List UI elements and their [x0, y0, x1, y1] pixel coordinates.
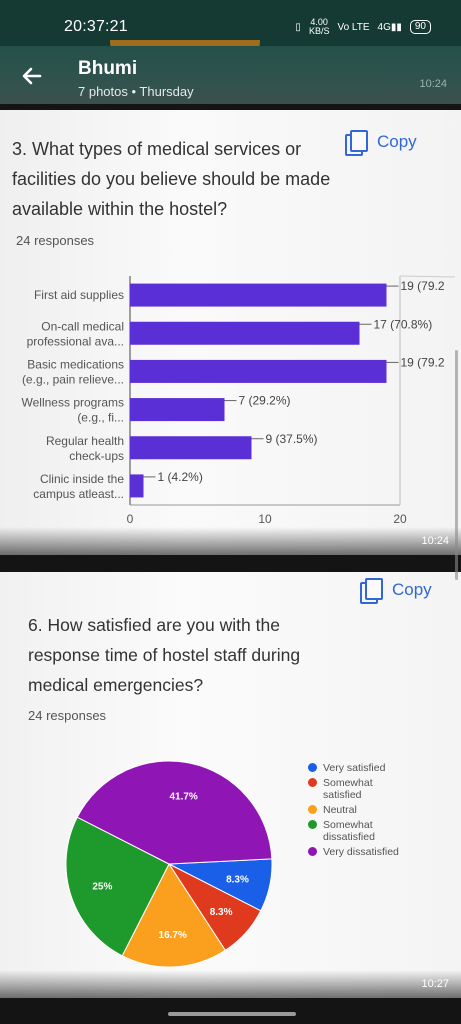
- legend-label: Somewhat dissatisfied: [323, 819, 375, 843]
- back-arrow-icon[interactable]: [18, 62, 46, 90]
- signal-icon: 4G▮▮: [377, 21, 402, 33]
- pie-chart: 8.3% 8.3% 16.7% 25% 41.7%: [65, 760, 273, 968]
- data-label: 9 (37.5%): [266, 432, 318, 446]
- question-title: 3. What types of medical services or fac…: [12, 139, 331, 219]
- category-label: Basic medications (e.g., pain relieve...: [22, 357, 124, 386]
- category-label: On-call medical professional ava...: [27, 319, 124, 348]
- app-bar: Bhumi 7 photos • Thursday 10:24: [0, 46, 461, 104]
- slice-label: 41.7%: [169, 792, 197, 803]
- legend-swatch: [308, 778, 317, 787]
- pie-legend: Very satisfied Somewhat satisfied Neutral S…: [308, 762, 413, 861]
- category-label: Wellness programs (e.g., fi...: [22, 396, 124, 425]
- photo-shadow: [0, 527, 461, 555]
- network-speed: 4.00 KB/S: [308, 17, 330, 36]
- bar: [130, 436, 252, 460]
- status-icons: ▯ 4.00 KB/S Vo LTE 4G▮▮ 90: [295, 18, 431, 36]
- legend-swatch: [308, 820, 317, 829]
- legend-label: Neutral: [323, 804, 357, 816]
- bar: [130, 359, 387, 383]
- response-count: 24 responses: [16, 233, 95, 248]
- photo-pie-chart[interactable]: Copy 6. How satisfied are you with the r…: [0, 572, 461, 998]
- legend-item: Somewhat satisfied: [308, 777, 413, 801]
- category-label: Regular health check-ups: [46, 434, 124, 463]
- legend-label: Very dissatisfied: [323, 846, 399, 858]
- question-title: 6. How satisfied are you with the respon…: [28, 615, 301, 695]
- copy-chart-button[interactable]: Copy: [360, 578, 432, 604]
- data-label: 17 (70.8%): [374, 317, 433, 331]
- copy-icon: [345, 130, 368, 156]
- bar: [130, 321, 360, 345]
- legend-label: Very satisfied: [323, 762, 386, 774]
- category-label: Clinic inside the campus atleast...: [33, 472, 124, 501]
- volte-label: Vo LTE: [337, 21, 370, 33]
- legend-swatch: [308, 847, 317, 856]
- bar-chart: First aid supplies 19 (79.2 On-call medica…: [22, 275, 456, 526]
- pie-slice: [76, 760, 273, 865]
- battery-icon: 90: [409, 20, 431, 34]
- legend-item: Neutral: [308, 804, 413, 816]
- copy-chart-button[interactable]: Copy: [345, 130, 417, 156]
- legend-label: Somewhat satisfied: [323, 777, 373, 801]
- bar: [130, 398, 225, 422]
- home-indicator[interactable]: [168, 1012, 296, 1016]
- category-label: First aid supplies: [34, 288, 124, 302]
- data-label: 7 (29.2%): [239, 394, 291, 408]
- photo-timestamp: 10:24: [421, 535, 449, 547]
- chat-subtitle: 7 photos • Thursday: [78, 84, 194, 99]
- scrollbar[interactable]: [455, 350, 458, 580]
- bar: [130, 283, 387, 307]
- data-label: 1 (4.2%): [158, 470, 203, 484]
- legend-item: Very satisfied: [308, 762, 413, 774]
- header-timestamp: 10:24: [419, 78, 447, 90]
- x-tick-label: 10: [258, 512, 272, 526]
- legend-item: Very dissatisfied: [308, 846, 413, 858]
- vibrate-icon: ▯: [295, 21, 301, 33]
- slice-label: 8.3%: [210, 907, 233, 918]
- response-count: 24 responses: [28, 708, 107, 723]
- copy-icon: [360, 578, 383, 604]
- bar: [130, 474, 144, 498]
- status-bar: 20:37:21 ▯ 4.00 KB/S Vo LTE 4G▮▮ 90: [0, 0, 461, 46]
- pie-slice: [65, 816, 170, 957]
- pie-slice: [121, 863, 226, 968]
- slice-label: 8.3%: [226, 875, 249, 886]
- photo-shadow: [0, 970, 461, 998]
- x-tick-label: 0: [127, 512, 134, 526]
- legend-swatch: [308, 763, 317, 772]
- x-tick-label: 20: [393, 512, 407, 526]
- slice-label: 25%: [92, 882, 112, 893]
- data-label: 19 (79.2: [401, 355, 445, 369]
- data-label: 19 (79.2: [401, 279, 445, 293]
- legend-swatch: [308, 805, 317, 814]
- grid-line: [399, 275, 456, 278]
- photo-bar-chart[interactable]: Copy 3. What types of medical services o…: [0, 110, 461, 555]
- slice-label: 16.7%: [159, 930, 187, 941]
- photo-timestamp: 10:27: [421, 978, 449, 990]
- legend-item: Somewhat dissatisfied: [308, 819, 413, 843]
- chat-title[interactable]: Bhumi: [78, 58, 138, 79]
- clock: 20:37:21: [64, 18, 128, 35]
